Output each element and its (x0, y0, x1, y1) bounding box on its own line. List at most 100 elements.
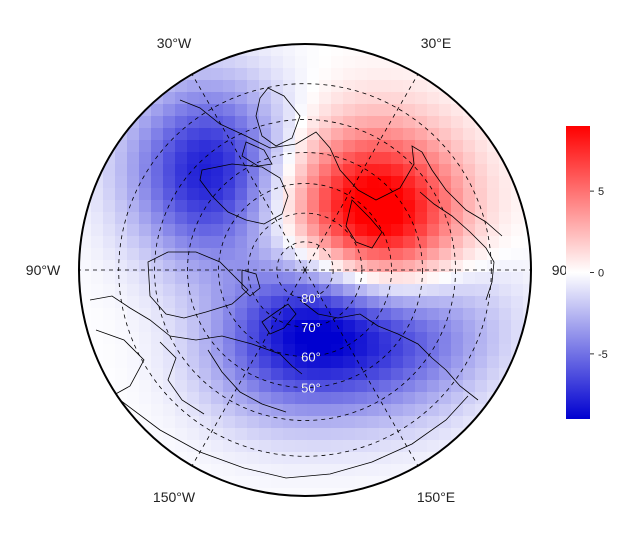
field-cell (415, 296, 428, 309)
field-cell (127, 128, 140, 141)
baffin-island (241, 141, 273, 167)
field-cell (415, 104, 428, 117)
field-cell (331, 68, 344, 81)
field-cell (139, 272, 152, 285)
field-cell (355, 260, 368, 273)
field-cell (379, 200, 392, 213)
field-cell (379, 344, 392, 357)
field-cell (379, 128, 392, 141)
field-cell (367, 152, 380, 165)
field-cell (187, 272, 200, 285)
field-cell (403, 356, 416, 369)
field-cell (235, 116, 248, 129)
field-cell (391, 272, 404, 285)
field-cell (187, 296, 200, 309)
field-cell (259, 92, 272, 105)
field-cell (151, 104, 164, 117)
field-cell (307, 224, 320, 237)
field-cell (379, 224, 392, 237)
field-cell (355, 392, 368, 405)
field-cell (211, 128, 224, 141)
field-cell (247, 212, 260, 225)
field-cell (475, 164, 488, 177)
field-cell (319, 188, 332, 201)
field-cell (127, 200, 140, 213)
field-cell (91, 260, 104, 273)
field-cell (367, 464, 380, 477)
field-cell (115, 224, 128, 237)
field-cell (235, 260, 248, 273)
field-cell (331, 56, 344, 69)
field-cell (367, 296, 380, 309)
field-cell (127, 212, 140, 225)
field-cell (247, 368, 260, 381)
field-cell (199, 416, 212, 429)
field-cell (403, 188, 416, 201)
latitude-circle (187, 152, 423, 388)
longitude-label: 30°W (157, 35, 192, 51)
field-cell (499, 188, 512, 201)
field-cell (187, 320, 200, 333)
field-cell (151, 404, 164, 417)
field-cell (295, 56, 308, 69)
field-cell (331, 164, 344, 177)
field-cell (91, 320, 104, 333)
field-cell (403, 380, 416, 393)
field-cell (295, 140, 308, 153)
field-cell (91, 248, 104, 261)
field-cell (403, 320, 416, 333)
field-cell (259, 236, 272, 249)
field-cell (427, 464, 440, 477)
field-cell (439, 236, 452, 249)
field-cell (283, 248, 296, 261)
field-cell (355, 476, 368, 489)
field-cell (247, 116, 260, 129)
field-cell (307, 128, 320, 141)
field-cell (391, 236, 404, 249)
field-cell (355, 176, 368, 189)
field-cell (79, 272, 92, 285)
field-cell (367, 116, 380, 129)
field-cell (283, 392, 296, 405)
field-cell (487, 236, 500, 249)
field-cell (115, 272, 128, 285)
field-cell (139, 140, 152, 153)
field-cell (247, 380, 260, 393)
field-cell (331, 248, 344, 261)
alaska-coast (419, 191, 495, 301)
field-cell (175, 296, 188, 309)
field-cell (247, 176, 260, 189)
field-cell (187, 368, 200, 381)
field-cell (259, 248, 272, 261)
field-cell (487, 308, 500, 321)
field-cell (163, 92, 176, 105)
field-cell (439, 356, 452, 369)
field-cell (391, 224, 404, 237)
field-cell (355, 428, 368, 441)
field-cell (295, 128, 308, 141)
field-cell (163, 104, 176, 117)
field-cell (427, 68, 440, 81)
field-cell (523, 296, 531, 309)
field-cell (247, 260, 260, 273)
field-cell (247, 128, 260, 141)
field-cell (187, 308, 200, 321)
field-cell (403, 200, 416, 213)
field-cell (403, 296, 416, 309)
field-cell (223, 344, 236, 357)
field-cell (331, 488, 344, 496)
field-cell (307, 308, 320, 321)
field-cell (259, 188, 272, 201)
field-cell (331, 200, 344, 213)
field-cell (499, 284, 512, 297)
field-cell (223, 200, 236, 213)
field-cell (475, 308, 488, 321)
siberia-coast (299, 299, 479, 401)
field-cell (223, 248, 236, 261)
field-cell (271, 452, 284, 465)
field-cell (187, 104, 200, 117)
field-cell (379, 176, 392, 189)
field-cell (79, 236, 92, 249)
field-cell (463, 296, 476, 309)
field-cell (223, 188, 236, 201)
